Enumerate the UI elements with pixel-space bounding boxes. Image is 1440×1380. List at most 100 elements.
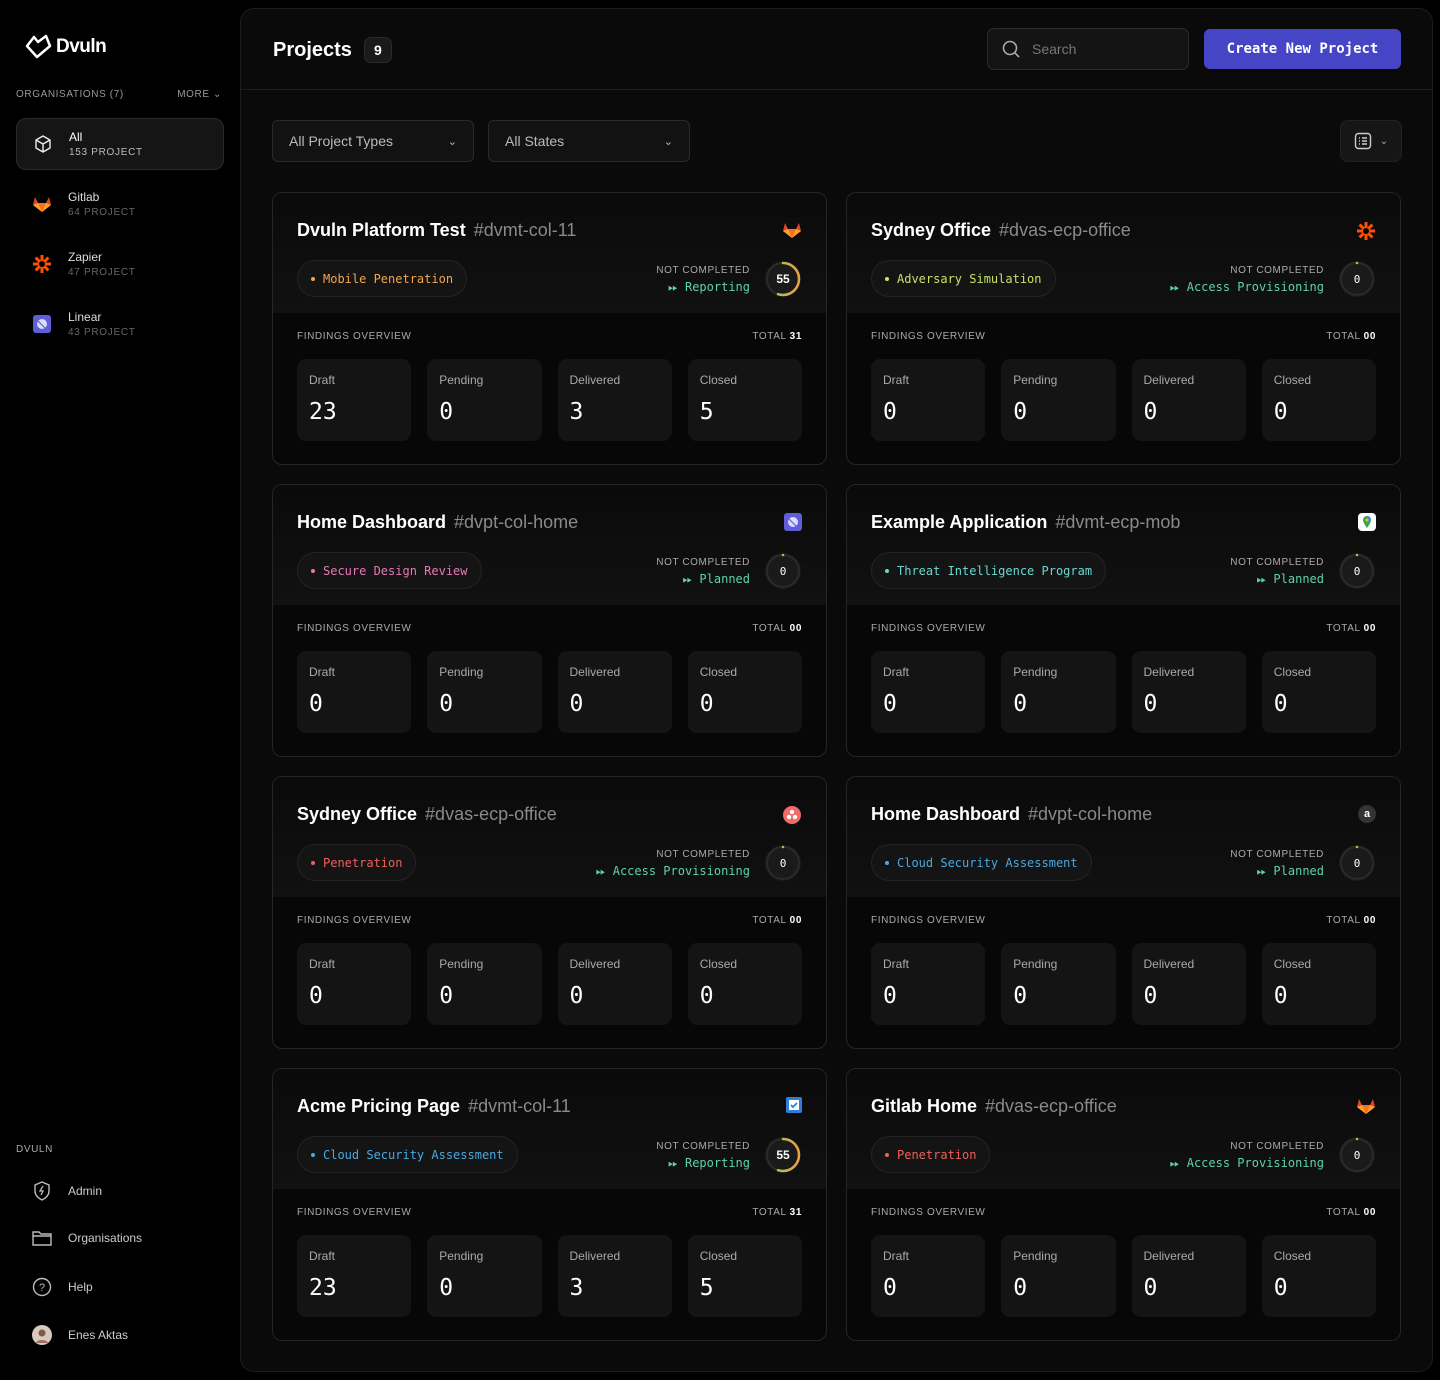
- project-status: NOT COMPLETED ⏩︎ Reporting: [656, 1141, 750, 1171]
- findings-total: TOTAL 00: [752, 623, 802, 634]
- total-label: TOTAL: [1326, 331, 1361, 342]
- total-value: 00: [1363, 1207, 1376, 1218]
- stat-draft: Draft 0: [871, 651, 986, 733]
- fast-forward-icon: ⏩︎: [595, 864, 606, 878]
- findings-total: TOTAL 00: [752, 915, 802, 926]
- project-card[interactable]: Acme Pricing Page #dvmt-col-11 Cloud Secu…: [272, 1068, 827, 1341]
- project-status: NOT COMPLETED ⏩︎ Reporting: [656, 265, 750, 295]
- status-label: NOT COMPLETED: [656, 265, 750, 276]
- status-label: NOT COMPLETED: [1230, 557, 1324, 568]
- progress-ring: [765, 261, 801, 297]
- total-value: 00: [1363, 915, 1376, 926]
- nav-label: Organisations: [68, 1231, 143, 1245]
- sidebar-org-linear[interactable]: Linear 43 PROJECT: [16, 298, 224, 350]
- project-card[interactable]: Gitlab Home #dvas-ecp-office Penetration …: [846, 1068, 1401, 1341]
- project-type-tag: Threat Intelligence Program: [871, 552, 1107, 589]
- project-title[interactable]: Home Dashboard #dvpt-col-home: [871, 804, 1152, 825]
- checkbox-icon: [786, 1097, 802, 1120]
- stat-draft: Draft 0: [871, 943, 986, 1025]
- logo[interactable]: Dvuln: [24, 34, 107, 60]
- stat-draft: Draft 0: [297, 651, 412, 733]
- zapier-icon: [1356, 221, 1376, 246]
- sidebar-nav-admin[interactable]: Admin: [32, 1181, 102, 1201]
- fast-forward-icon: ⏩︎: [1256, 864, 1267, 878]
- tag-dot: [885, 1152, 889, 1157]
- tag-dot: [885, 860, 889, 865]
- stat-delivered: Delivered 0: [557, 651, 672, 733]
- project-title[interactable]: Sydney Office #dvas-ecp-office: [871, 220, 1131, 241]
- project-title[interactable]: Dvuln Platform Test #dvmt-col-11: [297, 220, 576, 241]
- tag-label: Penetration: [323, 855, 403, 870]
- project-card[interactable]: Sydney Office #dvas-ecp-office Penetratio…: [272, 776, 827, 1049]
- brand-name: Dvuln: [56, 36, 107, 57]
- state-select[interactable]: All States ⌄: [488, 120, 690, 162]
- stat-label: Pending: [439, 957, 484, 971]
- stat-label: Pending: [439, 665, 484, 679]
- project-title[interactable]: Home Dashboard #dvpt-col-home: [297, 512, 578, 533]
- project-type-select[interactable]: All Project Types ⌄: [272, 120, 474, 162]
- phase-text: Planned: [699, 572, 750, 586]
- stat-delivered: Delivered 0: [1131, 1235, 1246, 1317]
- tag-label: Cloud Security Assessment: [897, 855, 1078, 870]
- findings-total: TOTAL 31: [752, 331, 802, 342]
- stat-label: Delivered: [569, 1249, 621, 1263]
- project-title[interactable]: Acme Pricing Page #dvmt-col-11: [297, 1096, 571, 1117]
- sidebar-org-zapier[interactable]: Zapier 47 PROJECT: [16, 238, 224, 290]
- tag-dot: [311, 276, 315, 281]
- stat-label: Delivered: [569, 665, 621, 679]
- findings-stats: Draft 23 Pending 0 Delivered 3 Closed 5: [297, 1235, 802, 1317]
- header: Projects 9 Search Create New Project: [241, 9, 1432, 90]
- tag-dot: [311, 568, 315, 573]
- stat-value: 0: [1013, 983, 1028, 1009]
- project-card[interactable]: Example Application #dvmt-ecp-mob Threat …: [846, 484, 1401, 757]
- stat-closed: Closed 5: [687, 359, 802, 441]
- project-card[interactable]: Home Dashboard #dvpt-col-home a Cloud Sec…: [846, 776, 1401, 1049]
- stat-label: Closed: [699, 665, 738, 679]
- phase-label: ⏩︎ Reporting: [656, 1156, 750, 1171]
- create-new-project-button[interactable]: Create New Project: [1204, 29, 1401, 69]
- gitlab-icon: [1356, 1097, 1376, 1120]
- sidebar-nav-help[interactable]: ? Help: [32, 1277, 93, 1297]
- org-name: Linear: [68, 310, 102, 324]
- project-title[interactable]: Gitlab Home #dvas-ecp-office: [871, 1096, 1117, 1117]
- stat-closed: Closed 0: [1261, 943, 1376, 1025]
- total-value: 31: [789, 331, 802, 342]
- search-input[interactable]: Search: [987, 28, 1189, 70]
- project-card[interactable]: Sydney Office #dvas-ecp-office Adversary …: [846, 192, 1401, 465]
- stat-delivered: Delivered 0: [1131, 651, 1246, 733]
- total-value: 00: [1363, 331, 1376, 342]
- fast-forward-icon: ⏩︎: [1169, 1156, 1180, 1170]
- view-toggle-button[interactable]: ⌄: [1340, 120, 1402, 162]
- cube-icon: [17, 134, 69, 154]
- sidebar-nav-organisations[interactable]: Organisations: [32, 1229, 142, 1247]
- score-ring: 55: [764, 260, 802, 298]
- stat-value: 0: [883, 1275, 897, 1301]
- stat-delivered: Delivered 3: [557, 359, 672, 441]
- stat-value: 0: [883, 399, 897, 425]
- stat-pending: Pending 0: [1001, 651, 1116, 733]
- findings-overview-label: FINDINGS OVERVIEW: [297, 331, 412, 342]
- sidebar-nav-enes-aktas[interactable]: Enes Aktas: [32, 1325, 128, 1345]
- project-card[interactable]: Home Dashboard #dvpt-col-home Secure Desi…: [272, 484, 827, 757]
- findings-overview-label: FINDINGS OVERVIEW: [297, 1207, 412, 1218]
- project-slug: #dvas-ecp-office: [985, 1096, 1117, 1116]
- phase-text: Reporting: [684, 1156, 750, 1170]
- stat-value: 0: [1013, 399, 1028, 425]
- org-project-count: 153 PROJECT: [69, 147, 143, 158]
- more-button[interactable]: MORE ⌄: [177, 89, 222, 100]
- phase-text: Access Provisioning: [1186, 1156, 1324, 1170]
- project-title[interactable]: Example Application #dvmt-ecp-mob: [871, 512, 1180, 533]
- linear-icon: [784, 513, 802, 536]
- sidebar-org-all[interactable]: All 153 PROJECT: [16, 118, 224, 170]
- page-title-text: Projects: [273, 38, 352, 61]
- stat-value: 0: [1273, 399, 1288, 425]
- stat-closed: Closed 0: [1261, 1235, 1376, 1317]
- stat-label: Draft: [883, 373, 910, 387]
- status-label: NOT COMPLETED: [656, 849, 750, 860]
- total-value: 31: [789, 1207, 802, 1218]
- org-name: Zapier: [68, 250, 103, 264]
- project-card[interactable]: Dvuln Platform Test #dvmt-col-11 Mobile P…: [272, 192, 827, 465]
- sidebar-org-gitlab[interactable]: Gitlab 64 PROJECT: [16, 178, 224, 230]
- project-title[interactable]: Sydney Office #dvas-ecp-office: [297, 804, 557, 825]
- nav-label: Help: [68, 1280, 93, 1294]
